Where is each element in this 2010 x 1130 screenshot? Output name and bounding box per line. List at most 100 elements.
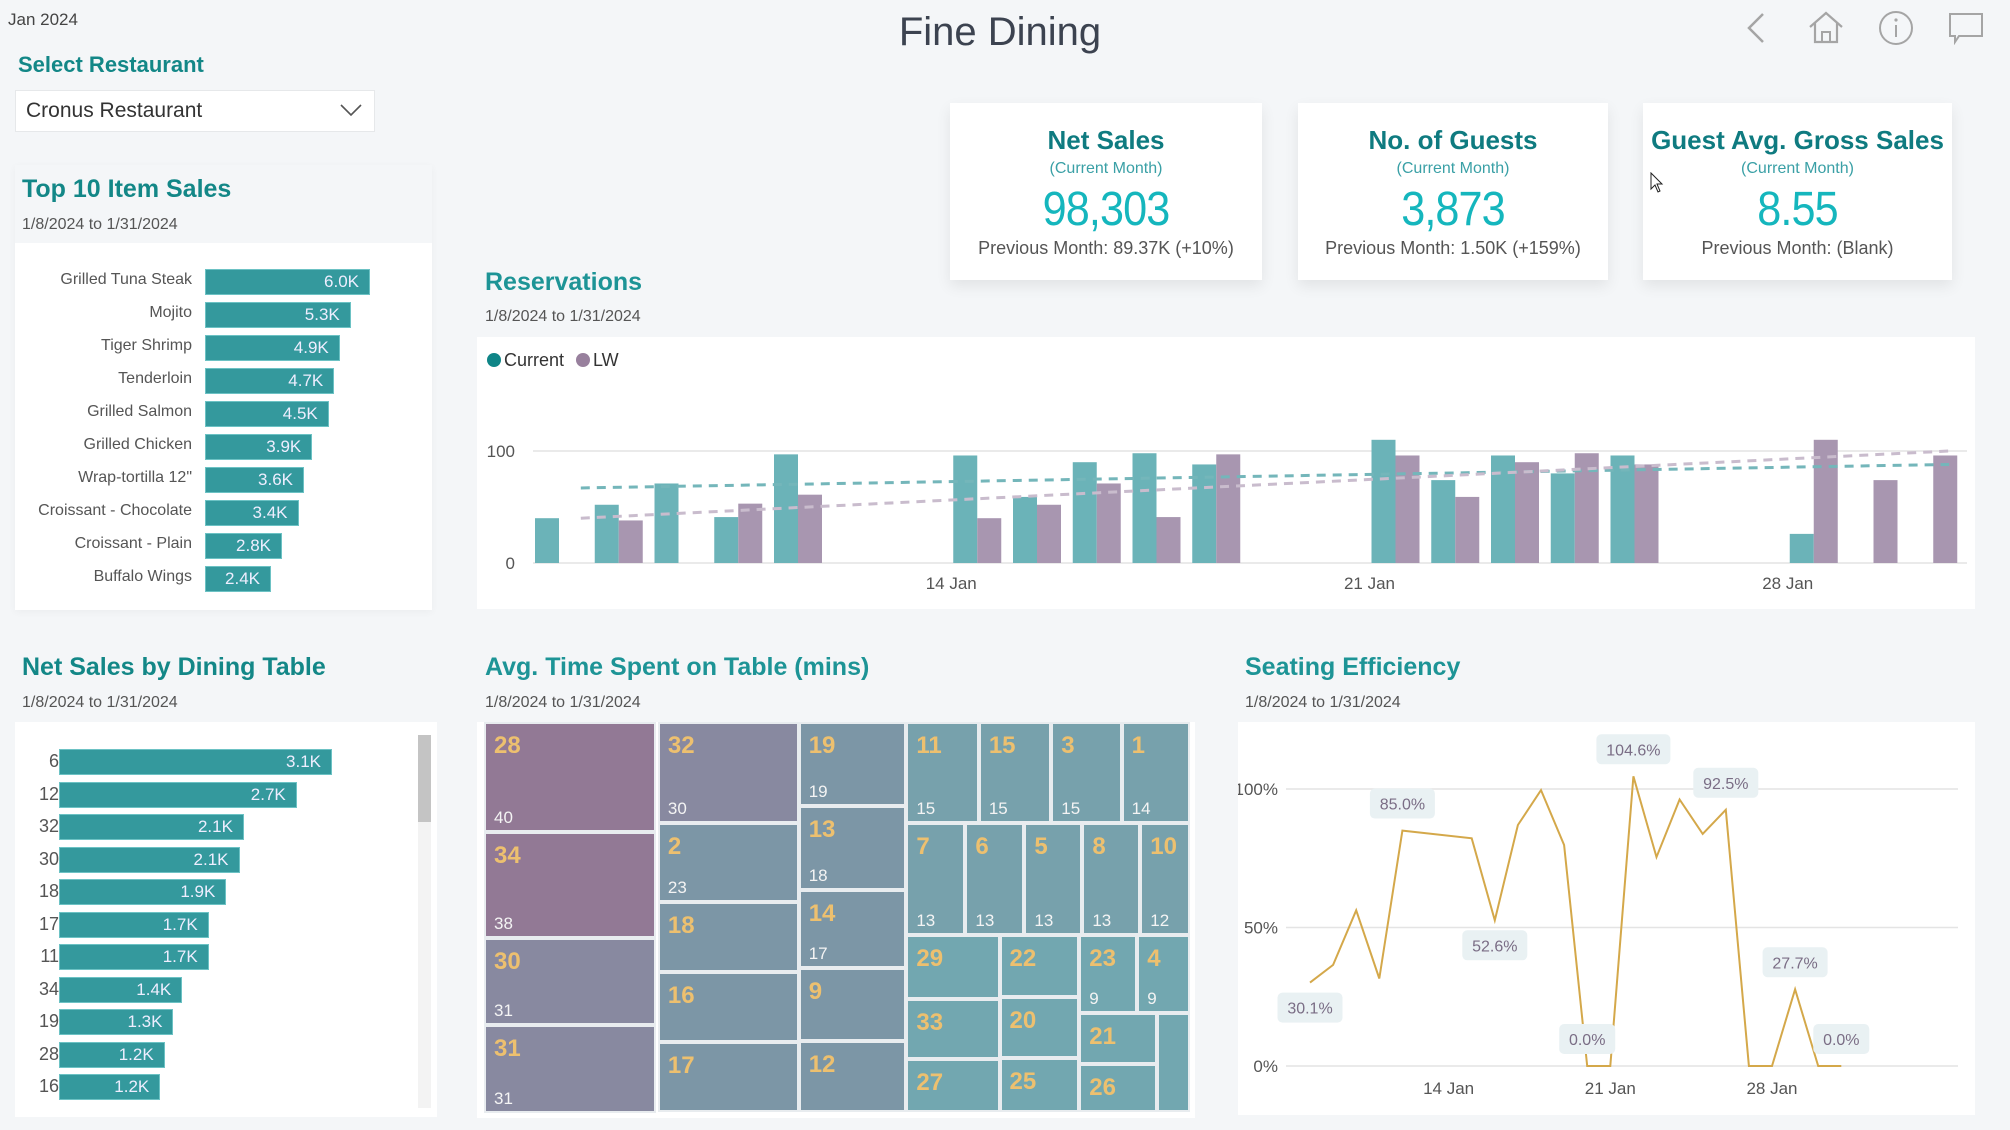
seating-data-point[interactable] — [1723, 807, 1729, 813]
dining-table-bar[interactable]: 1.2K — [59, 1041, 165, 1068]
treemap-cell[interactable]: 25 — [999, 1058, 1080, 1112]
top10-bar[interactable]: 6.0K — [205, 269, 370, 295]
restaurant-dropdown[interactable]: Cronus Restaurant — [15, 90, 375, 132]
reservations-legend[interactable]: Current LW — [487, 350, 619, 370]
seating-data-point[interactable] — [1330, 962, 1336, 968]
dining-table-bar[interactable]: 1.9K — [59, 879, 227, 905]
treemap-cell[interactable]: 21 — [1079, 1013, 1157, 1065]
treemap-cell[interactable]: 10 12 — [1140, 823, 1190, 936]
lw-bar[interactable] — [618, 520, 643, 563]
lw-bar[interactable] — [1037, 504, 1061, 563]
current-bar[interactable] — [1431, 480, 1456, 563]
kpi-card-net-sales[interactable]: Net Sales (Current Month) 98,303 Previou… — [950, 103, 1262, 280]
dining-table-bar[interactable]: 1.4K — [59, 976, 183, 1003]
dining-table-bar[interactable]: 1.3K — [59, 1009, 174, 1035]
current-bar[interactable] — [1192, 464, 1217, 563]
top10-bar[interactable]: 2.8K — [205, 533, 282, 559]
current-bar[interactable] — [1550, 473, 1575, 563]
treemap-cell[interactable]: 23 9 — [1079, 935, 1138, 1014]
info-icon[interactable] — [1876, 8, 1916, 48]
top10-bar[interactable]: 3.9K — [205, 434, 313, 460]
seating-data-point[interactable] — [1492, 917, 1498, 923]
treemap-cell[interactable]: 11 15 — [906, 722, 979, 824]
current-bar[interactable] — [1013, 496, 1037, 563]
lw-bar[interactable] — [798, 494, 822, 563]
treemap-cell[interactable]: 20 — [999, 996, 1080, 1059]
seating-data-point[interactable] — [1538, 787, 1544, 793]
current-bar[interactable] — [594, 504, 619, 563]
treemap-cell[interactable]: 28 40 — [484, 722, 656, 833]
treemap-cell[interactable]: 33 — [906, 998, 1000, 1059]
lw-bar[interactable] — [1216, 454, 1241, 563]
treemap-cell[interactable]: 13 18 — [798, 805, 907, 890]
treemap-cell[interactable]: 6 13 — [965, 823, 1025, 936]
top10-bar[interactable]: 3.6K — [205, 467, 304, 493]
current-bar[interactable] — [1132, 453, 1157, 563]
top10-bar[interactable]: 4.7K — [205, 368, 335, 394]
lw-bar[interactable] — [738, 503, 763, 563]
seating-data-point[interactable] — [1307, 980, 1313, 986]
seating-data-point[interactable] — [1607, 1063, 1613, 1069]
lw-bar[interactable] — [1933, 455, 1958, 563]
seating-data-point[interactable] — [1630, 773, 1636, 779]
lw-bar[interactable] — [1455, 496, 1480, 563]
seating-data-point[interactable] — [1769, 1063, 1775, 1069]
lw-bar[interactable] — [1813, 439, 1838, 563]
dining-table-bar[interactable]: 2.1K — [59, 814, 244, 840]
seating-data-point[interactable] — [1677, 797, 1683, 803]
treemap-cell[interactable]: 19 19 — [798, 722, 907, 806]
seating-data-point[interactable] — [1515, 822, 1521, 828]
seating-data-point[interactable] — [1792, 986, 1798, 992]
treemap-cell[interactable]: 31 31 — [484, 1025, 656, 1113]
seating-data-point[interactable] — [1700, 831, 1706, 837]
lw-bar[interactable] — [1515, 462, 1539, 563]
lw-bar[interactable] — [1156, 517, 1181, 563]
scrollbar-thumb[interactable] — [418, 735, 431, 822]
treemap-cell[interactable]: 15 15 — [978, 722, 1052, 824]
seating-data-point[interactable] — [1561, 842, 1567, 848]
treemap-cell[interactable]: 22 — [999, 935, 1080, 997]
treemap-cell[interactable]: 16 — [657, 972, 799, 1042]
dining-table-bar[interactable]: 2.7K — [59, 781, 297, 808]
seating-data-point[interactable] — [1838, 1063, 1844, 1069]
current-bar[interactable] — [1610, 455, 1635, 563]
current-bar[interactable] — [535, 518, 559, 563]
dining-table-bar[interactable]: 1.7K — [59, 944, 209, 970]
kpi-card-guest-avg[interactable]: Guest Avg. Gross Sales (Current Month) 8… — [1643, 103, 1952, 280]
current-bar[interactable] — [714, 517, 739, 563]
treemap-cell[interactable]: 2 23 — [657, 823, 799, 902]
treemap-cell[interactable]: 14 17 — [798, 889, 907, 968]
treemap-cell[interactable]: 29 — [906, 935, 1000, 999]
comment-icon[interactable] — [1946, 8, 1986, 48]
treemap-cell[interactable]: 8 13 — [1082, 823, 1141, 936]
top10-bar[interactable]: 4.9K — [205, 335, 340, 361]
seating-data-point[interactable] — [1815, 1063, 1821, 1069]
seating-data-point[interactable] — [1376, 975, 1382, 981]
seating-data-point[interactable] — [1469, 835, 1475, 841]
seating-data-point[interactable] — [1584, 1063, 1590, 1069]
lw-bar[interactable] — [1096, 483, 1121, 563]
lw-bar[interactable] — [1634, 464, 1659, 563]
current-bar[interactable] — [1371, 439, 1396, 563]
dining-table-bar[interactable]: 3.1K — [59, 749, 332, 775]
lw-bar[interactable] — [1395, 455, 1420, 563]
dining-table-bar[interactable]: 2.1K — [59, 846, 240, 873]
top10-bar[interactable]: 5.3K — [205, 302, 351, 328]
dining-table-bar[interactable]: 1.7K — [59, 911, 209, 938]
current-bar[interactable] — [953, 455, 978, 563]
treemap-cell[interactable]: 12 — [798, 1040, 907, 1112]
seating-data-point[interactable] — [1399, 828, 1405, 834]
treemap-cell[interactable]: 3 15 — [1051, 722, 1122, 824]
home-icon[interactable] — [1806, 8, 1846, 48]
top10-bar[interactable]: 3.4K — [205, 500, 299, 526]
lw-bar[interactable] — [977, 518, 1002, 563]
treemap-cell[interactable]: 7 13 — [906, 823, 966, 936]
current-bar[interactable] — [1072, 462, 1097, 563]
seating-data-point[interactable] — [1746, 1063, 1752, 1069]
treemap-cell[interactable]: 9 — [798, 967, 907, 1041]
treemap-cell[interactable]: 26 — [1079, 1064, 1157, 1112]
treemap-cell[interactable]: 1 14 — [1121, 722, 1190, 824]
seating-efficiency-line[interactable] — [1309, 776, 1842, 1067]
seating-data-point[interactable] — [1353, 907, 1359, 913]
